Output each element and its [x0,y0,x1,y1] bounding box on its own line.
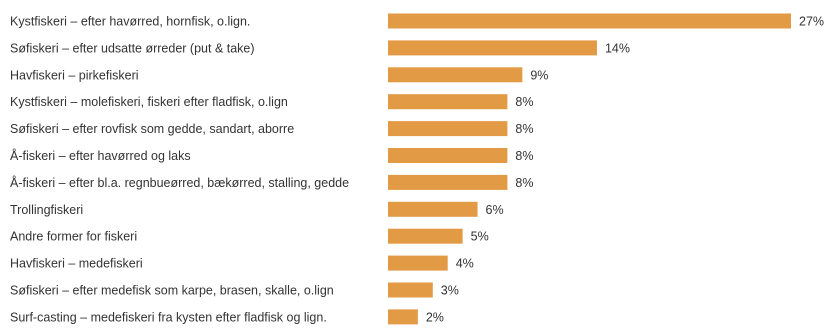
value-label: 8% [515,176,533,190]
category-label: Søfiskeri – efter medefisk som karpe, br… [10,284,334,298]
category-label: Å-fiskeri – efter havørred og laks [10,148,191,163]
category-label: Surf-casting – medefiskeri fra kysten ef… [10,310,327,324]
category-label: Trollingfiskeri [10,203,83,217]
value-label: 14% [605,41,630,55]
bar [388,309,418,325]
bar [388,255,448,271]
bar [388,228,463,244]
bar [388,148,508,163]
category-label: Kystfiskeri – molefiskeri, fiskeri efter… [10,95,288,109]
value-label: 3% [441,284,459,298]
bar [388,121,508,137]
bar [388,201,478,217]
category-labels-layer: Kystfiskeri – efter havørred, hornfisk, … [10,15,349,325]
value-label: 6% [486,203,504,217]
category-label: Søfiskeri – efter udsatte ørreder (put &… [10,41,255,55]
category-label: Havfiskeri – medefiskeri [10,257,143,271]
bar [388,40,597,56]
value-label: 8% [515,122,533,136]
value-label: 9% [530,68,548,82]
bar [388,174,508,190]
bar [388,282,433,298]
bar [388,67,523,83]
value-label: 8% [515,149,533,163]
value-label: 2% [426,310,444,324]
bar [388,13,791,29]
category-label: Havfiskeri – pirkefiskeri [10,68,139,82]
bar [388,94,508,110]
value-label: 5% [471,230,489,244]
category-label: Kystfiskeri – efter havørred, hornfisk, … [10,15,250,29]
value-label: 27% [799,15,824,29]
value-label: 4% [456,257,474,271]
value-label: 8% [515,95,533,109]
category-label: Andre former for fiskeri [10,230,137,244]
category-label: Søfiskeri – efter rovfisk som gedde, san… [10,122,294,136]
category-label: Å-fiskeri – efter bl.a. regnbueørred, bæ… [10,175,349,190]
bars-layer [388,13,791,325]
value-labels-layer: 27% 14% 9% 8% 8% 8% 8% 6% 5% 4% 3% 2% [426,15,824,325]
